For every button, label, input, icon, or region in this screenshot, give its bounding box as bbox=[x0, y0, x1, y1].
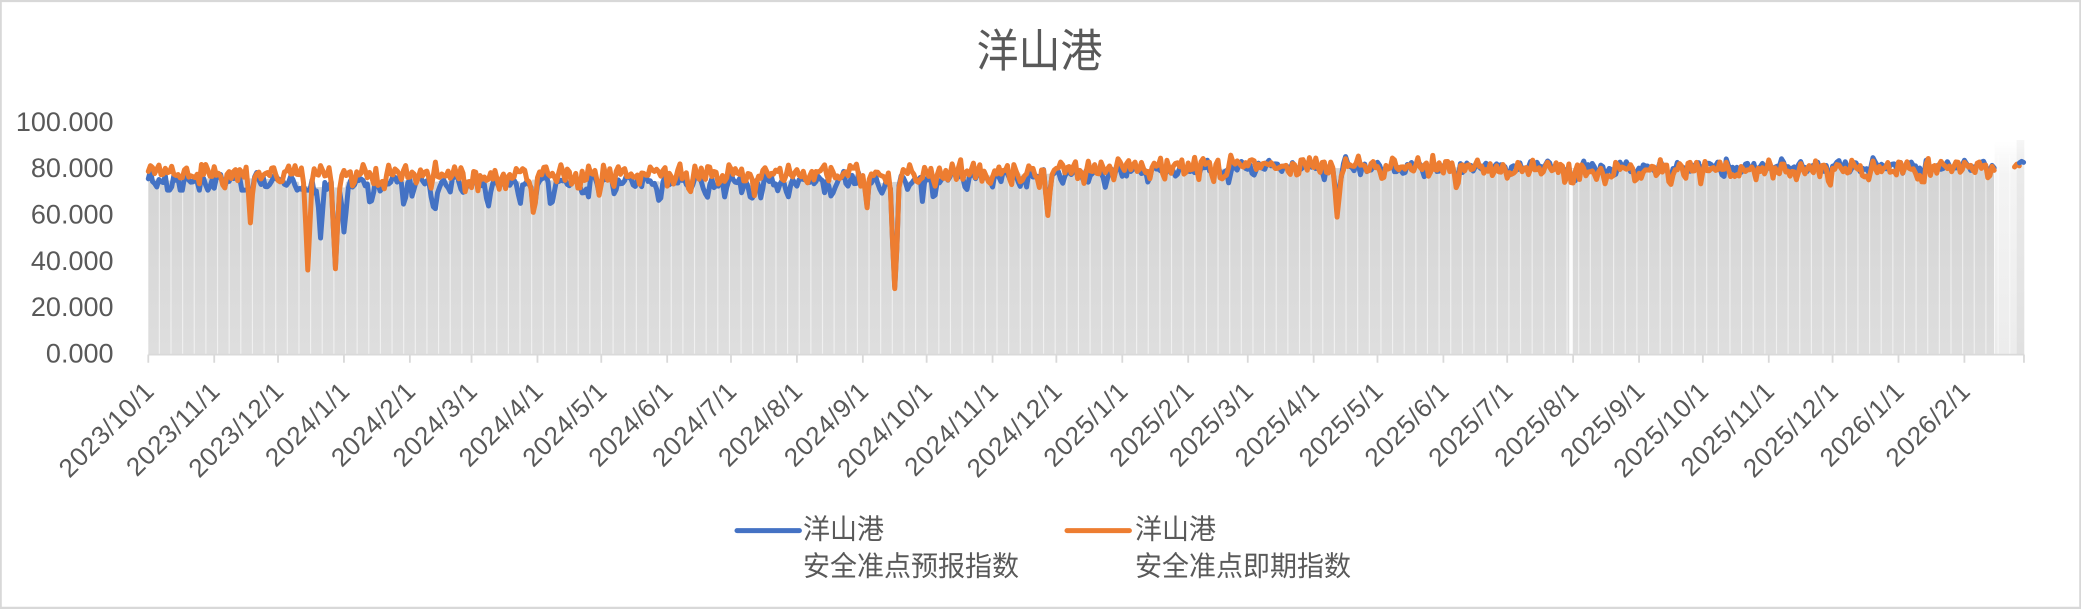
svg-text:80.000: 80.000 bbox=[31, 153, 114, 183]
svg-text:20.000: 20.000 bbox=[31, 292, 114, 322]
svg-text:60.000: 60.000 bbox=[31, 199, 114, 229]
svg-text:100.000: 100.000 bbox=[16, 107, 114, 137]
svg-text:40.000: 40.000 bbox=[31, 246, 114, 276]
svg-text:0.000: 0.000 bbox=[46, 339, 114, 369]
